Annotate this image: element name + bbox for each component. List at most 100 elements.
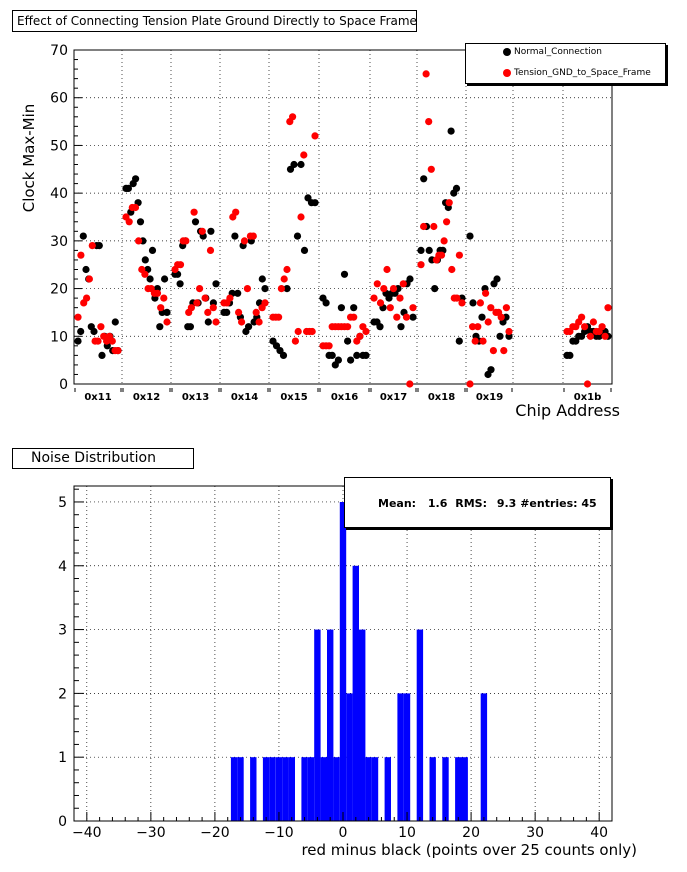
histogram-bar: [365, 757, 372, 821]
point-tension: [601, 332, 609, 340]
point-normal: [455, 337, 463, 345]
histogram-bar: [230, 757, 238, 821]
top-ytick-label: 20: [50, 282, 68, 298]
point-tension: [240, 237, 249, 245]
stats-rms: 9.3: [496, 497, 517, 510]
top-ytick-label: 50: [50, 138, 68, 154]
top-ytick-label: 60: [50, 91, 68, 107]
point-normal: [212, 280, 220, 288]
point-tension: [291, 337, 299, 345]
point-tension: [160, 294, 168, 302]
histogram-bar: [333, 757, 340, 821]
point-tension: [255, 318, 263, 326]
point-tension: [598, 323, 606, 331]
top-xcat-label: 0x13: [182, 392, 209, 403]
point-tension: [406, 380, 414, 388]
point-tension: [583, 380, 592, 388]
histogram-bar: [416, 629, 424, 821]
point-normal: [334, 356, 342, 364]
bottom-xtick-label: 40: [590, 825, 608, 841]
stats-rms-label: RMS:: [455, 497, 487, 510]
point-normal: [496, 332, 504, 340]
point-tension: [396, 294, 404, 302]
point-normal: [186, 323, 194, 331]
point-tension: [238, 318, 246, 326]
top-axis-ticks: 0 10 20 30 40 50 60 70 0x11 0x12 0x13 0x14 0x15 0x16 0…: [50, 43, 612, 403]
point-tension: [586, 332, 595, 340]
histogram-bar: [480, 693, 488, 821]
histogram-bar: [237, 757, 244, 821]
point-tension: [455, 251, 463, 259]
point-tension: [578, 313, 586, 321]
histogram-bar: [397, 693, 404, 821]
point-tension: [297, 213, 305, 221]
legend-label-normal: Normal_Connection: [514, 47, 602, 57]
point-normal: [79, 232, 87, 240]
histogram-bar: [461, 757, 468, 821]
point-tension: [212, 318, 220, 326]
point-tension: [430, 222, 438, 231]
point-tension: [479, 337, 487, 345]
point-tension: [193, 299, 201, 307]
top-xcat-label: 0x19: [476, 392, 503, 403]
bottom-ytick-label: 3: [58, 623, 67, 639]
point-tension: [261, 299, 269, 307]
histogram-bar: [339, 502, 347, 821]
point-tension: [300, 151, 308, 159]
point-tension: [417, 261, 425, 269]
top-grid: [74, 50, 612, 384]
top-frame-rect: [73, 49, 613, 385]
point-normal: [328, 351, 336, 359]
point-normal: [293, 232, 302, 240]
point-tension: [289, 113, 297, 121]
histogram-bar: [269, 757, 276, 821]
point-tension: [589, 318, 598, 326]
bottom-xtick-label: −10: [264, 825, 294, 841]
point-tension: [380, 285, 388, 293]
histogram-bar: [288, 757, 295, 821]
point-tension: [275, 313, 283, 321]
point-tension: [502, 304, 510, 312]
point-tension: [198, 227, 206, 235]
point-tension: [402, 313, 411, 321]
top-xcat-label: 0x1b: [574, 392, 602, 403]
point-tension: [135, 237, 143, 245]
point-tension: [425, 118, 433, 126]
point-normal: [176, 280, 184, 288]
bottom-ytick-label: 1: [58, 750, 67, 766]
top-scatter-points: [74, 70, 612, 388]
point-normal: [207, 227, 215, 235]
stats-mean: 1.6: [427, 497, 448, 510]
point-normal: [566, 351, 574, 359]
stats-entries: 45: [581, 497, 597, 510]
top-plot-frame: [73, 49, 613, 385]
point-normal: [90, 327, 98, 336]
point-normal: [283, 285, 291, 293]
point-tension: [476, 299, 484, 307]
point-tension: [88, 242, 96, 250]
point-normal: [425, 246, 433, 254]
top-ytick-label: 40: [50, 186, 68, 202]
point-tension: [204, 308, 212, 316]
point-normal: [261, 285, 269, 293]
histogram-bar: [403, 693, 411, 821]
point-tension: [97, 323, 105, 331]
point-tension: [232, 208, 240, 216]
point-tension: [209, 304, 217, 312]
histogram-bar: [250, 757, 257, 821]
point-normal: [146, 275, 154, 283]
point-normal: [231, 232, 239, 240]
point-normal: [204, 318, 212, 326]
stats-box: Mean: 1.6 RMS: 9.3 #entries: 45: [344, 477, 611, 528]
point-tension: [448, 265, 456, 274]
point-tension: [489, 347, 497, 355]
point-tension: [469, 323, 477, 331]
point-normal: [452, 184, 461, 192]
point-tension: [311, 132, 319, 140]
bottom-xtick-label: −40: [72, 825, 102, 841]
point-normal: [322, 299, 330, 307]
point-tension: [201, 294, 209, 302]
point-tension: [190, 208, 198, 216]
point-tension: [383, 265, 391, 274]
